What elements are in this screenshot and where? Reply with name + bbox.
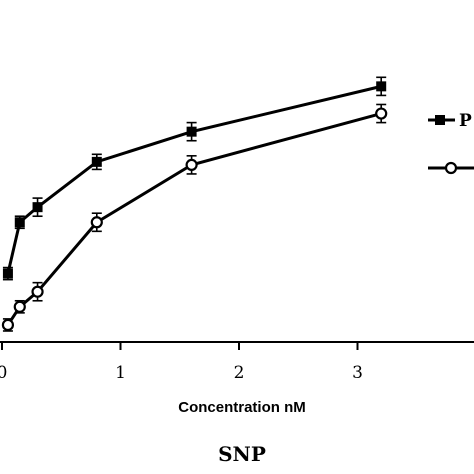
x-tick-label-3: 3 (352, 363, 363, 383)
x-tick-label-2: 2 (234, 363, 245, 383)
series-2-point-2 (31, 285, 44, 298)
legend-marker-series-1 (435, 115, 445, 125)
legend-marker-series-2 (444, 161, 458, 175)
series-1-point-0 (2, 268, 13, 279)
series-1-point-4 (186, 126, 197, 137)
x-axis-title: Concentration nM (178, 399, 306, 416)
series-layer (1, 76, 388, 332)
series-2-point-4 (185, 158, 198, 171)
legend: P (428, 111, 474, 175)
series-1-point-2 (32, 202, 43, 213)
legend-label-series-1: P (459, 111, 472, 131)
series-2-point-5 (375, 107, 388, 120)
series-1-point-1 (14, 217, 25, 228)
series-2 (1, 103, 388, 332)
x-ticks: 0 1 2 3 (0, 342, 363, 383)
series-1-line (6, 84, 382, 274)
x-tick-label-1: 1 (115, 363, 126, 383)
x-tick-label-0: 0 (0, 363, 7, 383)
series-1-point-3 (91, 156, 102, 167)
series-2-point-0 (1, 318, 15, 332)
series-1 (2, 76, 387, 281)
series-2-line (6, 112, 382, 326)
legend-entry-series-2 (428, 161, 474, 175)
series-2-point-3 (90, 216, 103, 229)
series-2-point-1 (13, 300, 26, 313)
series-1-point-5 (376, 81, 387, 92)
figure-caption: SNP (218, 442, 266, 466)
legend-entry-series-1: P (428, 111, 472, 131)
